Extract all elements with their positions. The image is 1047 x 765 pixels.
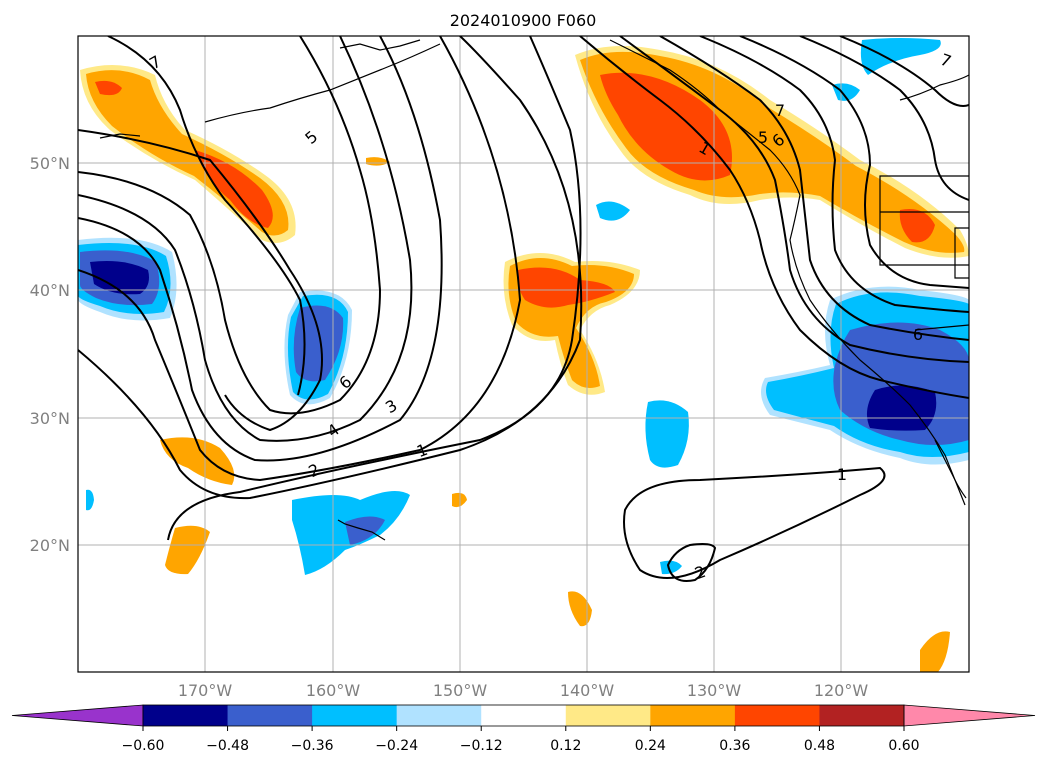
colorbar-tick-label: 0.48 — [804, 738, 835, 754]
contour-label-6-sw: 6 — [913, 325, 923, 344]
gridlines — [78, 36, 969, 672]
colorbar-tick-label: −0.48 — [206, 738, 249, 754]
negative-region — [90, 261, 149, 295]
colorbar-tick-label: −0.60 — [122, 738, 165, 754]
contour-line — [666, 543, 717, 582]
contour-line — [659, 36, 969, 341]
positive-region — [600, 72, 732, 181]
hawaiian-islands — [337, 519, 386, 541]
lon-label-140w: 140°W — [560, 681, 615, 700]
lat-label-50n: 50°N — [30, 154, 70, 173]
us-mexico-border — [914, 324, 969, 331]
colorbar-segment — [227, 705, 313, 726]
contour-line — [579, 36, 969, 399]
colorbar-segment — [565, 705, 651, 726]
contour-line — [107, 36, 306, 396]
negative-region — [645, 400, 689, 468]
positive-region — [899, 209, 935, 243]
lon-label-120w: 120°W — [814, 681, 869, 700]
state-border-west — [879, 175, 969, 266]
negative-region — [596, 201, 630, 221]
contour-line — [699, 36, 969, 313]
colorbar-tick-label: −0.24 — [375, 738, 418, 754]
positive-region — [95, 80, 122, 96]
lat-label-20n: 20°N — [30, 536, 70, 555]
contour-line — [619, 36, 969, 363]
colorbar-segment — [143, 705, 229, 726]
contour-line — [78, 36, 382, 415]
contour-label-1-gulf: 1 — [837, 465, 847, 484]
positive-region — [920, 631, 950, 672]
figure-title: 2024010900 F060 — [450, 11, 597, 30]
colorbar-segment — [481, 705, 567, 726]
contour-line — [623, 466, 886, 579]
lat-label-30n: 30°N — [30, 409, 70, 428]
contour-line — [839, 36, 969, 107]
contour-line — [78, 36, 522, 482]
longitude-labels: 170°W 160°W 150°W 140°W 130°W 120°W — [178, 681, 869, 700]
colorbar-extend-high — [903, 704, 1036, 727]
negative-region — [293, 305, 344, 382]
lon-label-150w: 150°W — [433, 681, 488, 700]
colorbar-segment — [312, 705, 398, 726]
colorbar-segment — [819, 705, 905, 726]
canada-coast — [899, 74, 969, 101]
contour-line — [799, 36, 969, 201]
north-america-coast — [609, 39, 966, 506]
positive-region — [160, 437, 235, 485]
lon-label-160w: 160°W — [306, 681, 361, 700]
colorbar-outline — [142, 704, 905, 727]
colorbar-segment — [650, 705, 736, 726]
baja-coast — [934, 439, 967, 499]
contour-line — [78, 36, 413, 442]
aleutian-islands — [99, 133, 141, 139]
contour-line — [78, 36, 583, 500]
latitude-labels: 50°N 40°N 30°N 20°N — [30, 154, 70, 555]
contour-line — [167, 36, 582, 541]
colorbar-tick-label: 0.36 — [719, 738, 750, 754]
colorbar-tick-label: −0.12 — [460, 738, 503, 754]
colorbar-extend-low — [11, 704, 144, 727]
lon-label-130w: 130°W — [687, 681, 742, 700]
negative-region — [345, 516, 385, 545]
positive-region — [165, 525, 210, 575]
colorbar-tick-label: 0.24 — [635, 738, 666, 754]
lat-label-40n: 40°N — [30, 281, 70, 300]
contour-line — [78, 129, 323, 432]
colorbar-tick-label: 0.60 — [888, 738, 919, 754]
negative-region — [866, 385, 937, 431]
colorbar-tick-label: −0.36 — [291, 738, 334, 754]
map-frame — [77, 35, 970, 673]
contour-line — [739, 36, 969, 289]
state-border-east — [954, 227, 969, 279]
positive-region — [568, 591, 592, 627]
positive-region — [517, 267, 615, 308]
contour-label-7-coast: 7 — [775, 101, 785, 120]
lon-label-170w: 170°W — [178, 681, 233, 700]
colorbar-segment — [396, 705, 482, 726]
contour-label-5-coast: 5 — [758, 128, 768, 147]
height-contours — [78, 36, 969, 582]
alaska-coast — [339, 39, 421, 51]
negative-region — [860, 38, 941, 75]
negative-region — [660, 560, 682, 575]
negative-region — [86, 489, 94, 511]
colorbar-tick-label: 0.12 — [550, 738, 581, 754]
negative-region — [832, 83, 860, 101]
colorbar: −0.60 −0.48 −0.36 −0.24 −0.12 0.12 0.24 0.36 0.4… — [11, 704, 1036, 754]
contour-line — [78, 36, 443, 462]
colorbar-segment — [734, 705, 820, 726]
